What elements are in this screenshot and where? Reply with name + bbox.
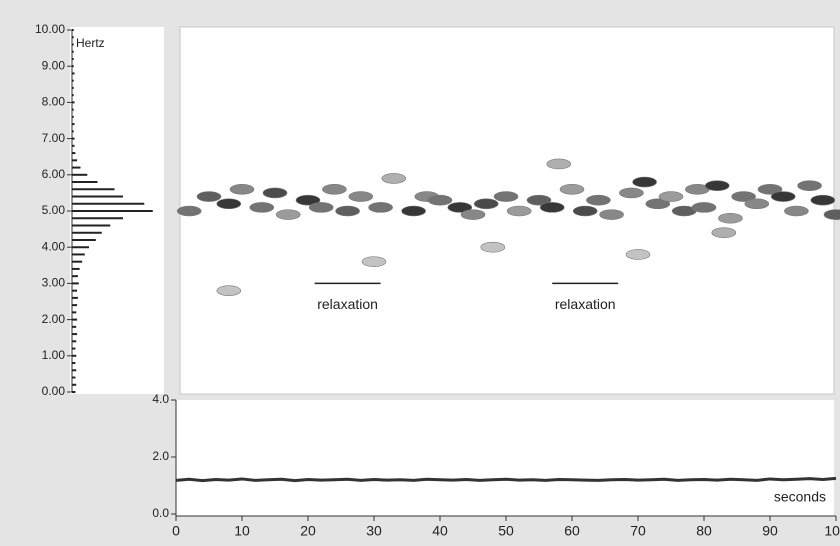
spectrogram-cell	[249, 202, 275, 213]
spectrogram-cell	[401, 205, 426, 217]
spectrogram-cell	[196, 191, 222, 202]
x-tick-label: 50	[498, 523, 514, 539]
spectrogram-cell	[632, 176, 657, 188]
spectrogram-cell	[480, 241, 506, 253]
spectrogram-cell	[460, 209, 486, 220]
spectrogram-cell	[546, 158, 572, 170]
x-tick-label: 0	[172, 523, 180, 539]
y-tick-label: 4.00	[42, 239, 66, 253]
spectrogram-cell	[275, 209, 301, 220]
x-tick-label: 10	[234, 523, 250, 539]
y-tick-label: 9.00	[42, 58, 66, 72]
y-tick-label: 6.00	[42, 167, 66, 181]
y-tick-label: 10.00	[35, 22, 65, 36]
spectrogram-cell	[526, 194, 552, 206]
spectrogram-cell	[348, 191, 374, 202]
spectrogram-cell	[810, 194, 836, 206]
spectrogram-cell	[176, 205, 202, 217]
spectrogram-cell	[229, 183, 255, 195]
spectrogram-cell	[506, 205, 532, 217]
spectrogram-cell	[361, 256, 387, 267]
y-tick-label: 7.00	[42, 131, 66, 145]
spectrogram-cell	[757, 183, 783, 195]
spectrogram-cell	[645, 198, 671, 210]
spectrogram-cell	[823, 209, 840, 220]
spectrogram-cell	[295, 194, 321, 206]
spectrogram-cell	[572, 205, 598, 217]
spectrogram-cell	[381, 173, 407, 184]
spectrogram-cell	[797, 180, 822, 191]
spectrogram-cell	[335, 205, 360, 217]
y-axis-label: Hertz	[76, 36, 105, 50]
spectrogram-cell	[216, 198, 242, 210]
y-tick-label: 3.00	[42, 276, 66, 290]
spectrogram-cell	[691, 202, 717, 213]
y-tick-label: 0.0	[152, 506, 169, 520]
annotation: relaxation	[555, 296, 616, 312]
x-tick-label: 30	[366, 523, 382, 539]
spectrogram-cell	[308, 202, 334, 213]
y-tick-label: 2.00	[42, 312, 66, 326]
spectrogram-cell	[493, 191, 519, 202]
x-tick-label: 100	[824, 523, 840, 539]
spectrogram-cell	[770, 191, 796, 202]
x-axis-label: seconds	[774, 489, 826, 505]
y-tick-label: 0.00	[42, 384, 66, 398]
annotation: relaxation	[317, 296, 378, 312]
y-tick-label: 4.0	[152, 392, 169, 406]
amplitude-line	[175, 476, 837, 483]
spectrogram-cell	[539, 202, 565, 213]
y-tick-label: 5.00	[42, 203, 66, 217]
x-tick-label: 80	[696, 523, 712, 539]
spectrogram-cell	[322, 183, 347, 195]
spectrogram-cell	[427, 194, 453, 206]
spectrogram-cell	[731, 191, 756, 202]
spectrogram-cell	[599, 209, 624, 220]
spectrogram-cell	[625, 249, 651, 260]
spectrogram-cell	[216, 285, 242, 296]
spectrogram-cell	[619, 187, 644, 199]
y-tick-label: 2.0	[152, 449, 169, 463]
spectrogram-cell	[704, 180, 730, 191]
spectrogram-cell	[473, 198, 499, 210]
x-tick-label: 60	[564, 523, 580, 539]
x-tick-label: 20	[300, 523, 316, 539]
spectrogram-cell	[718, 212, 743, 224]
spectrogram-cell	[559, 183, 585, 195]
spectrogram-cell	[368, 202, 393, 213]
x-tick-label: 90	[762, 523, 778, 539]
spectrogram-cell	[658, 191, 684, 202]
spectrogram-cell	[447, 202, 473, 213]
spectrogram-cell	[586, 194, 611, 206]
spectrogram-cell	[262, 187, 288, 199]
spectrogram-cell	[784, 205, 809, 217]
x-tick-label: 40	[432, 523, 448, 539]
y-tick-label: 8.00	[42, 95, 66, 109]
amplitude-panel	[176, 400, 834, 516]
x-tick-label: 70	[630, 523, 646, 539]
y-tick-label: 1.00	[42, 348, 66, 362]
spectrogram-cell	[744, 198, 770, 210]
spectrogram-cell	[711, 227, 737, 239]
